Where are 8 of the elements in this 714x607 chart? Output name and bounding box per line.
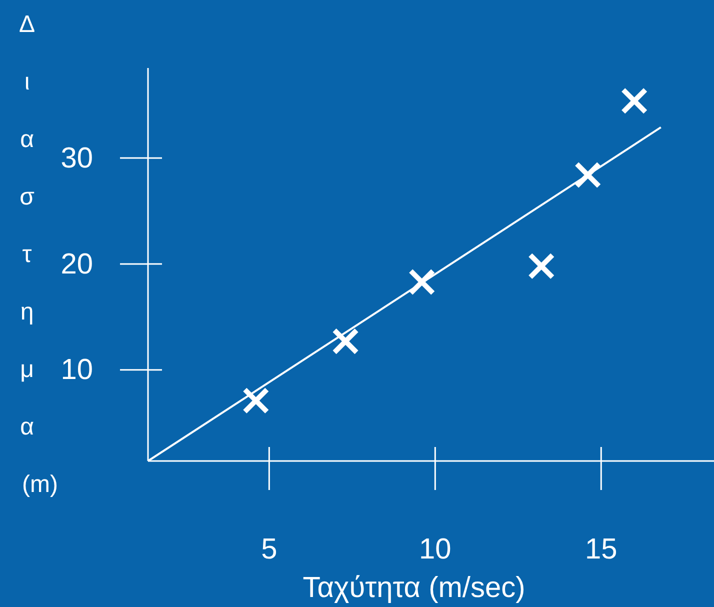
x-tick-label: 15	[585, 534, 618, 566]
text: Διαστημα (m)	[18, 11, 58, 498]
y-tick-label: 30	[60, 142, 93, 174]
x-axis-title: Ταχύτητα (m/sec)	[302, 572, 526, 604]
x-tick-label: 10	[419, 534, 452, 566]
y-tick-label: 20	[60, 248, 93, 280]
y-tick-label: 10	[60, 354, 93, 386]
x-tick-label: 5	[261, 534, 278, 566]
